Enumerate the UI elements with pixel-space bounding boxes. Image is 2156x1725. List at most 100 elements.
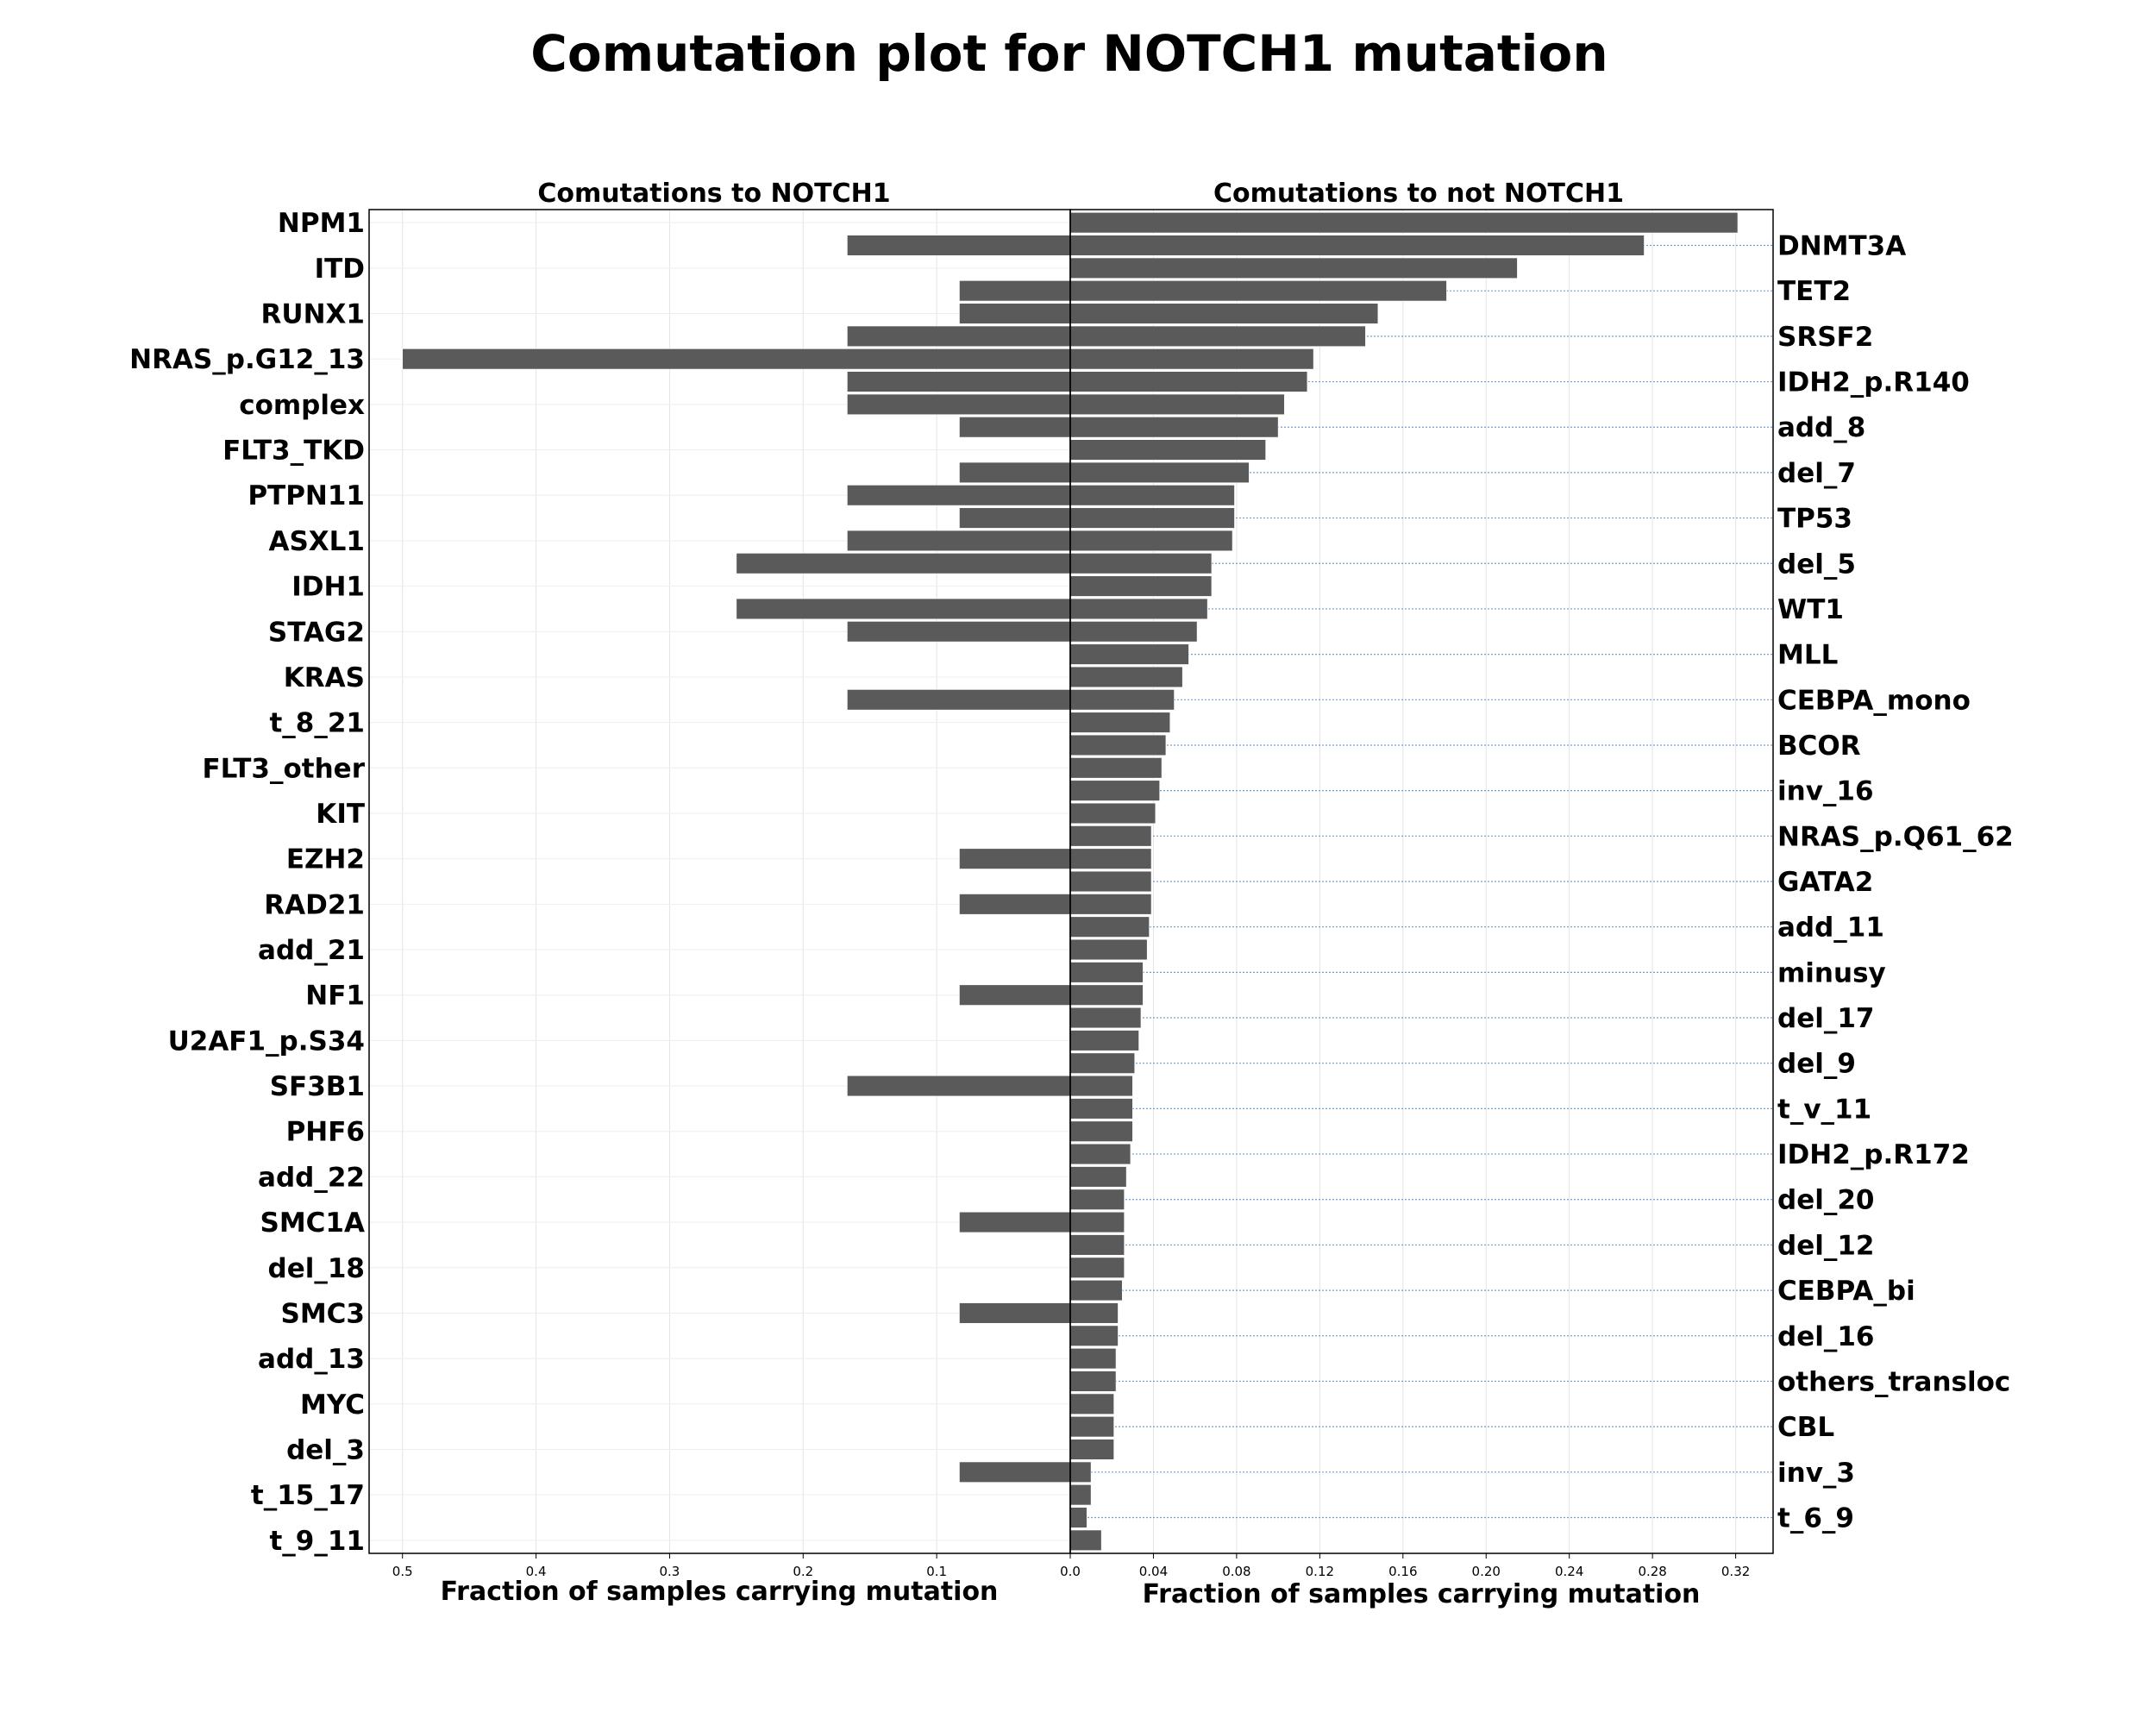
left-category-label: complex: [239, 390, 365, 421]
left-category-label: t_15_17: [251, 1480, 365, 1511]
right-bar-t-v-11: [1069, 1098, 1133, 1120]
left-category-label: SMC3: [281, 1298, 366, 1329]
right-bar-del-18: [1069, 1257, 1125, 1278]
right-category-labels: DNMT3A TET2 SRSF2 IDH2_p.R140 add_8 del_7 TP53…: [1777, 231, 2014, 1534]
left-category-label: ASXL1: [268, 526, 365, 557]
right-category-label: DNMT3A: [1777, 231, 1906, 262]
left-category-label: t_8_21: [269, 708, 365, 739]
left-tick-label: 0.5: [392, 1564, 413, 1579]
right-bar-asxl1: [1069, 530, 1233, 552]
right-bar-kras: [1069, 666, 1183, 688]
right-bar-tet2: [1069, 280, 1447, 302]
left-bar-asxl1: [847, 530, 1071, 552]
right-bar-nf1: [1069, 984, 1144, 1006]
right-bar-bcor: [1069, 734, 1167, 756]
right-category-label: IDH2_p.R140: [1777, 367, 1970, 398]
left-bar-nras-p-g12-13: [402, 348, 1071, 370]
left-category-label: EZH2: [286, 844, 365, 875]
right-bar-minusy: [1069, 962, 1144, 983]
right-bar-add-11: [1069, 916, 1150, 938]
left-bar-runx1: [959, 303, 1071, 324]
right-bar-inv-3: [1069, 1461, 1092, 1483]
right-bar-del-7: [1069, 461, 1250, 484]
left-tick-label: 0.4: [526, 1564, 547, 1579]
right-bar-wt1: [1069, 598, 1208, 620]
right-category-label: del_17: [1777, 1003, 1874, 1034]
left-bar-tet2: [959, 280, 1071, 302]
right-bar-runx1: [1069, 303, 1379, 324]
left-panel-subtitle: Comutations to NOTCH1: [537, 179, 890, 209]
right-category-label: add_8: [1777, 412, 1865, 443]
right-tick-label: 0.32: [1721, 1564, 1750, 1579]
right-tick-label: 0.12: [1306, 1564, 1334, 1579]
right-category-label: add_11: [1777, 913, 1884, 944]
left-category-label: add_22: [258, 1162, 365, 1193]
right-category-label: inv_16: [1777, 776, 1874, 807]
left-panel-bars: [402, 235, 1071, 1483]
left-category-label: FLT3_TKD: [222, 436, 365, 467]
right-bar-nras-p-g12-13: [1069, 348, 1314, 370]
right-bar-add-21: [1069, 938, 1148, 961]
right-bar-cebpa-mono: [1069, 689, 1175, 711]
right-category-label: GATA2: [1777, 867, 1873, 898]
right-tick-label: 0.08: [1222, 1564, 1250, 1579]
right-panel-subtitle: Comutations to not NOTCH1: [1213, 179, 1624, 209]
right-bar-rad21: [1069, 894, 1152, 915]
right-bar-phf6: [1069, 1120, 1133, 1142]
right-bar-add-13: [1069, 1347, 1117, 1370]
left-bar-cebpa-mono: [847, 689, 1071, 711]
left-category-label: IDH1: [291, 572, 365, 603]
left-bar-add-8: [959, 417, 1071, 438]
right-tick-label: 0.20: [1472, 1564, 1501, 1579]
right-bar-smc1a: [1069, 1211, 1125, 1233]
left-category-label: PHF6: [286, 1117, 365, 1148]
right-category-label: del_16: [1777, 1321, 1874, 1352]
right-bar-del-12: [1069, 1234, 1125, 1256]
right-category-label: SRSF2: [1777, 322, 1873, 353]
left-category-label: ITD: [315, 254, 365, 285]
left-category-label: add_21: [258, 935, 365, 966]
right-bar-inv-16: [1069, 780, 1160, 801]
right-x-axis-label: Fraction of samples carrying mutation: [1143, 1579, 1701, 1609]
left-tick-label: 0.0: [1060, 1564, 1081, 1579]
left-category-label: RAD21: [264, 889, 365, 920]
right-category-label: minusy: [1777, 957, 1886, 988]
right-category-label: CEBPA_mono: [1777, 685, 1971, 716]
left-category-label: del_18: [268, 1253, 365, 1284]
left-bar-inv-3: [959, 1461, 1071, 1483]
right-category-label: del_5: [1777, 549, 1856, 580]
right-category-label: del_9: [1777, 1049, 1856, 1080]
left-category-label: t_9_11: [269, 1526, 365, 1557]
right-bar-idh2-p-r140: [1069, 371, 1308, 392]
left-tick-label: 0.1: [926, 1564, 947, 1579]
left-category-label: NF1: [305, 981, 365, 1012]
right-panel-bars: [1069, 212, 1739, 1551]
right-bar-del-9: [1069, 1052, 1136, 1074]
right-bar-ezh2: [1069, 848, 1152, 869]
right-category-label: inv_3: [1777, 1458, 1855, 1489]
left-bar-del-7: [959, 461, 1071, 484]
right-category-label: TP53: [1777, 504, 1852, 535]
right-panel-frame: [1069, 209, 1774, 1554]
right-bar-del-16: [1069, 1325, 1119, 1346]
right-bar-cbl: [1069, 1415, 1114, 1438]
right-category-label: WT1: [1777, 594, 1844, 625]
left-tick-label: 0.2: [793, 1564, 813, 1579]
right-category-label: del_7: [1777, 458, 1856, 489]
right-bar-sf3b1: [1069, 1075, 1133, 1097]
right-category-label: t_6_9: [1777, 1502, 1854, 1534]
right-bar-u2af1-p-s34: [1069, 1030, 1139, 1051]
left-category-label: SF3B1: [270, 1071, 365, 1102]
right-bar-nras-p-q61-62: [1069, 825, 1152, 847]
left-bar-del-5: [736, 553, 1071, 574]
right-category-label: t_v_11: [1777, 1094, 1871, 1125]
chart-title: Comutation plot for NOTCH1 mutation: [530, 24, 1608, 83]
left-category-label: NPM1: [278, 208, 365, 239]
right-category-label: CBL: [1777, 1412, 1834, 1443]
right-category-label: BCOR: [1777, 731, 1861, 762]
left-bar-dnmt3a: [847, 235, 1071, 256]
left-category-label: del_3: [286, 1434, 365, 1465]
right-bar-tp53: [1069, 507, 1235, 529]
right-bar-t-8-21: [1069, 712, 1171, 733]
right-bar-srsf2: [1069, 325, 1366, 348]
